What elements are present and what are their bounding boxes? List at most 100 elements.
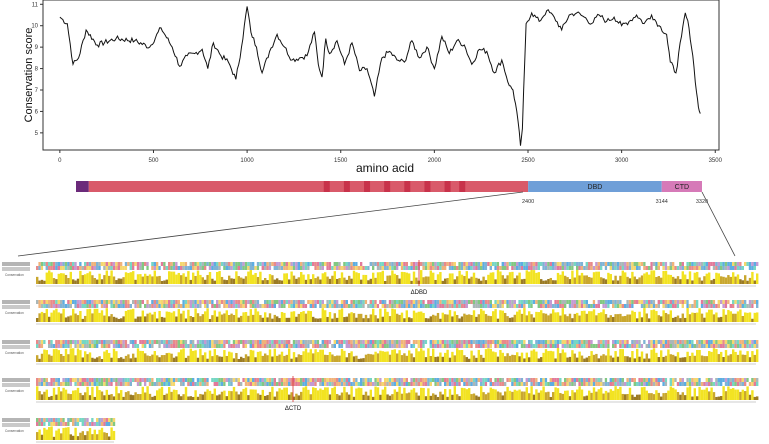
residue-cell — [744, 300, 747, 304]
conservation-bar — [396, 275, 399, 284]
conservation-bar — [127, 309, 130, 322]
domain-position-label: 3144 — [656, 199, 668, 205]
residue-cell — [405, 344, 408, 348]
residue-cell — [556, 378, 560, 382]
residue-cell — [86, 382, 89, 386]
conservation-bar — [172, 271, 176, 284]
residue-cell — [715, 300, 718, 304]
residue-cell — [633, 300, 636, 304]
residue-cell — [420, 262, 423, 266]
conservation-bar — [256, 276, 260, 284]
residue-cell — [261, 378, 264, 382]
residue-cell — [261, 382, 264, 386]
conservation-bar — [249, 309, 252, 322]
conservation-bar — [688, 314, 692, 322]
conservation-bar — [184, 357, 188, 362]
conservation-bar — [115, 280, 118, 284]
residue-cell — [643, 344, 646, 348]
conservation-bar — [674, 356, 677, 362]
residue-cell — [60, 340, 63, 344]
conservation-bar — [537, 272, 540, 284]
residue-cell — [621, 266, 624, 270]
conservation-bar — [165, 393, 168, 400]
conservation-bar — [724, 314, 728, 322]
residue-cell — [165, 262, 168, 266]
conservation-bar — [578, 386, 581, 400]
residue-cell — [398, 262, 401, 266]
conservation-bar — [417, 311, 420, 322]
conservation-bar — [441, 312, 444, 322]
conservation-bar — [244, 387, 248, 400]
residue-cell — [345, 266, 348, 270]
conservation-bar — [508, 390, 512, 400]
conservation-bar — [244, 312, 248, 322]
residue-cell — [69, 266, 72, 270]
residue-cell — [336, 382, 339, 386]
residue-cell — [748, 378, 752, 382]
residue-cell — [662, 382, 665, 386]
conservation-bar — [564, 390, 567, 400]
residue-cell — [182, 382, 185, 386]
conservation-bar — [597, 358, 600, 362]
residue-cell — [312, 266, 315, 270]
residue-cell — [600, 262, 603, 266]
conservation-bar — [660, 396, 663, 400]
residue-cell — [583, 378, 586, 382]
conservation-bar — [134, 318, 137, 322]
residue-cell — [724, 266, 728, 270]
conservation-bar — [184, 318, 188, 322]
conservation-bar — [168, 311, 171, 322]
residue-cell — [535, 382, 538, 386]
residue-cell — [664, 340, 668, 344]
residue-cell — [244, 382, 248, 386]
residue-cell — [592, 382, 596, 386]
conservation-bar — [196, 396, 200, 400]
residue-cell — [316, 378, 320, 382]
residue-cell — [64, 340, 68, 344]
residue-cell — [465, 300, 468, 304]
conservation-bar — [324, 272, 327, 284]
residue-cell — [314, 378, 317, 382]
residue-cell — [132, 344, 135, 348]
residue-cell — [52, 418, 56, 422]
residue-cell — [72, 422, 75, 426]
conservation-bar — [672, 387, 675, 400]
residue-cell — [232, 300, 236, 304]
conservation-bar — [583, 358, 586, 362]
conservation-bar — [264, 395, 267, 400]
residue-cell — [609, 344, 612, 348]
residue-cell — [374, 344, 377, 348]
residue-cell — [727, 300, 730, 304]
conservation-bar — [295, 316, 298, 322]
residue-cell — [530, 262, 533, 266]
residue-cell — [312, 304, 315, 308]
residue-cell — [117, 262, 120, 266]
residue-cell — [518, 340, 521, 344]
conservation-bar — [170, 391, 173, 400]
residue-cell — [722, 340, 725, 344]
residue-cell — [261, 340, 264, 344]
residue-cell — [645, 340, 648, 344]
residue-cell — [314, 304, 317, 308]
residue-cell — [463, 300, 466, 304]
residue-cell — [122, 382, 125, 386]
residue-cell — [667, 300, 670, 304]
conservation-bar — [525, 352, 528, 362]
residue-cell — [331, 378, 334, 382]
residue-cell — [580, 340, 584, 344]
residue-cell — [163, 340, 166, 344]
residue-cell — [50, 378, 53, 382]
conservation-bar — [681, 271, 684, 284]
conservation-bar — [112, 348, 116, 362]
conservation-bar — [688, 355, 692, 362]
residue-cell — [225, 300, 228, 304]
residue-cell — [211, 382, 214, 386]
residue-cell — [681, 262, 684, 266]
conservation-bar — [252, 350, 255, 362]
residue-cell — [732, 344, 735, 348]
residue-cell — [266, 262, 269, 266]
residue-cell — [211, 304, 214, 308]
residue-cell — [295, 304, 298, 308]
residue-cell — [328, 262, 332, 266]
conservation-bar — [146, 313, 149, 322]
